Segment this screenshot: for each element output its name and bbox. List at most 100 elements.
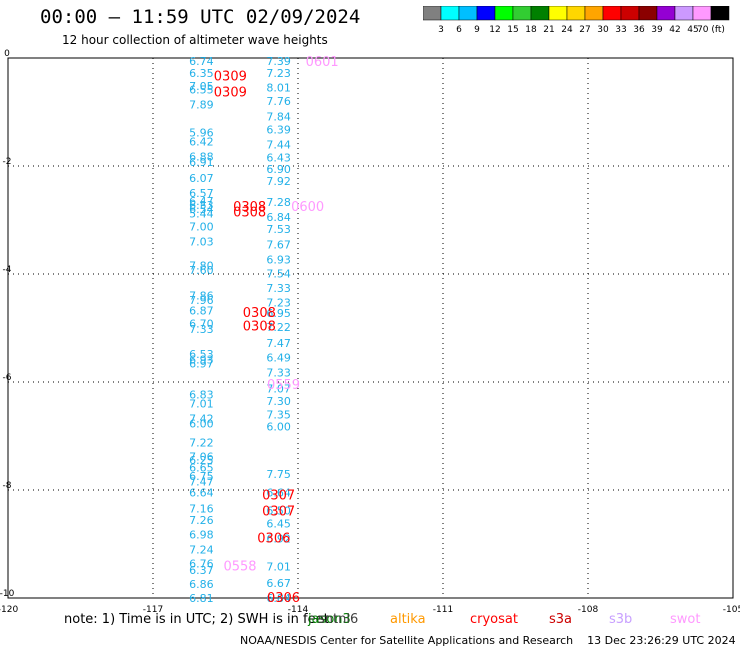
wave-height-point: 6.92 [266,533,291,546]
colorbar-label: 18 [525,25,537,35]
wave-height-point: 6.95 [266,307,291,320]
colorbar-swatch [710,6,730,21]
wave-height-point: 7.23 [266,67,291,80]
colorbar-label: 21 [543,25,554,35]
colorbar-label: 39 [651,25,663,35]
wave-height-point: 6.54 [189,203,214,216]
wave-height-point: 6.83 [189,388,214,401]
wave-height-point: 7.76 [266,95,291,108]
wave-height-point: 6.43 [266,151,291,164]
pass-time-label: 0600 [291,200,324,215]
credit-text: NOAA/NESDIS Center for Satellite Applica… [240,634,736,647]
x-tick-label: -111 [433,605,453,612]
satellite-label-sentinel6: sntnl6 [318,612,359,627]
wave-height-point: 7.26 [189,514,214,527]
wave-height-point: 6.25 [189,454,214,467]
y-tick-label: -6 [3,373,12,383]
notes-text: note: 1) Time is in UTC; 2) SWH is in fe… [64,612,329,627]
wave-height-point: 6.00 [189,418,214,431]
colorbar-label: 33 [615,25,626,35]
pass-time-label: 0308 [233,205,266,220]
wave-height-point: 7.53 [266,223,291,236]
wave-height-point: 7.06 [189,451,214,464]
wave-height-point: 6.37 [189,564,214,577]
wave-height-point: 7.05 [189,80,214,93]
satellite-label-jason3: jason3 [308,612,351,627]
wave-height-point: 6.76 [189,557,214,570]
colorbar-label: 27 [579,25,590,35]
wave-height-point: 6.53 [189,199,214,212]
wave-height-point: 7.33 [189,323,214,336]
wave-height-point: 6.42 [189,136,214,149]
wave-height-point: 6.88 [189,150,214,163]
wave-height-point: 7.42 [189,413,214,426]
wave-height-point: 6.64 [189,487,214,500]
pass-time-label: 0601 [306,55,339,70]
wave-height-point: 7.30 [266,395,291,408]
plot-frame [7,57,734,599]
wave-height-point: 7.47 [189,475,214,488]
colorbar-label: 45 [687,25,698,35]
satellite-label-s3a: s3a [549,612,573,627]
y-tick-label: 0 [4,49,10,59]
wave-height-point: 7.92 [266,175,291,188]
wave-height-point: 6.81 [189,592,214,605]
y-tick-label: -8 [3,481,12,491]
y-tick-label: -10 [0,589,15,599]
colorbar-label: 15 [507,25,518,35]
wave-height-point: 7.33 [266,366,291,379]
wave-height-point: 7.16 [189,502,214,515]
wave-height-point: 6.90 [266,163,291,176]
wave-height-point: 7.22 [266,321,291,334]
wave-height-chart: -120 -117 -114 -111 -108 -105 0 -2 -4 -6 -8 -10 6.74… [0,49,740,612]
wave-height-point: 7.01 [189,398,214,411]
wave-height-point: 6.84 [266,211,291,224]
pass-time-label: 0307 [262,505,295,520]
colorbar-label: 70 (ft) [697,25,725,35]
wave-height-point: 6.84 [266,592,291,605]
wave-height-point: 7.24 [189,543,214,556]
colorbar-label: 12 [489,25,500,35]
wave-height-point: 7.67 [266,238,291,251]
wave-height-point: 6.97 [189,358,214,371]
pass-time-label: 0558 [223,560,256,575]
wave-height-point: 7.84 [266,110,291,123]
wave-height-point: 6.00 [266,420,291,433]
wave-height-point: 6.47 [189,195,214,208]
wave-height-point: 6.53 [189,348,214,361]
wave-height-point: 7.54 [266,267,291,280]
pass-time-label: 0306 [257,532,290,547]
pass-time-label: 0559 [267,378,300,393]
wave-height-point: 7.00 [189,220,214,233]
x-tick-label: -117 [143,605,163,612]
wave-height-point: 8.01 [266,82,291,95]
pass-time-label: 0309 [214,85,247,100]
wave-height-point: 6.98 [189,528,214,541]
wave-height-point: 6.50 [266,505,291,518]
wave-height-point: 7.03 [189,236,214,249]
wave-height-point: 7.89 [189,98,214,111]
wave-height-point: 7.28 [266,196,291,209]
satellite-label-altika: altika [390,612,426,627]
colorbar-label: 36 [633,25,645,35]
pass-time-label: 0308 [243,306,276,321]
colorbar-label: 6 [456,25,462,35]
wave-height-point: 7.47 [266,337,291,350]
wave-height-point: 6.93 [189,353,214,366]
chart-subtitle: 12 hour collection of altimeter wave hei… [62,33,328,47]
colorbar-label: 24 [561,25,573,35]
pass-time-label: 0308 [233,200,266,215]
wave-height-point: 6.55 [189,83,214,96]
y-tick-label: -4 [3,265,12,275]
wave-height-point: 7.44 [266,138,291,151]
wave-height-point: 7.22 [189,436,214,449]
satellite-label-cryosat: cryosat [470,612,518,627]
pass-time-label: 0309 [214,69,247,84]
x-tick-label: -114 [288,605,309,612]
wave-height-point: 7.39 [266,55,291,68]
wave-height-point: 6.64 [266,487,291,500]
wave-height-point: 6.87 [189,305,214,318]
satellite-label-swot: swot [670,612,701,627]
wave-height-point: 6.65 [189,461,214,474]
